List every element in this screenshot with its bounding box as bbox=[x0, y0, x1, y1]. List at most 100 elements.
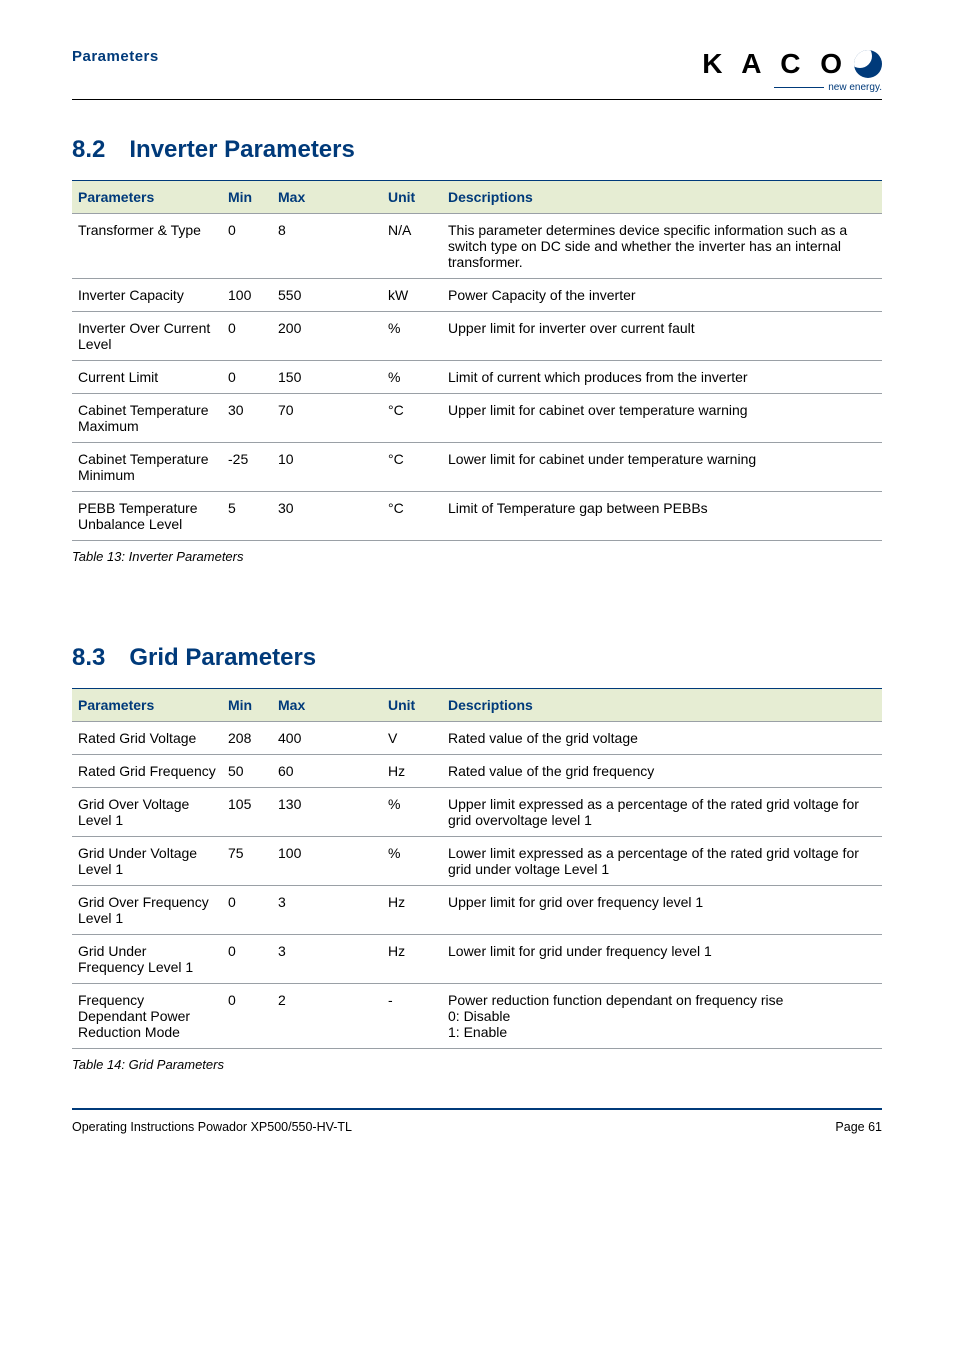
table-cell: °C bbox=[382, 492, 442, 541]
table-cell: This parameter determines device specifi… bbox=[442, 214, 882, 279]
table-cell: Inverter Over Current Level bbox=[72, 312, 222, 361]
table-cell: 550 bbox=[272, 279, 382, 312]
table-caption: Table 13: Inverter Parameters bbox=[72, 549, 882, 564]
grid-table-body: Rated Grid Voltage208400VRated value of … bbox=[72, 722, 882, 1049]
table-cell: Grid Over Voltage Level 1 bbox=[72, 788, 222, 837]
table-cell: Upper limit for grid over frequency leve… bbox=[442, 886, 882, 935]
section-title-text: Grid Parameters bbox=[129, 644, 316, 671]
table-cell: PEBB Temperature Unbalance Level bbox=[72, 492, 222, 541]
col-header: Descriptions bbox=[442, 689, 882, 722]
table-cell: Limit of current which produces from the… bbox=[442, 361, 882, 394]
inverter-parameters-table: Parameters Min Max Unit Descriptions Tra… bbox=[72, 180, 882, 541]
table-row: Transformer & Type08N/AThis parameter de… bbox=[72, 214, 882, 279]
table-row: Frequency Dependant Power Reduction Mode… bbox=[72, 984, 882, 1049]
table-cell: Upper limit for inverter over current fa… bbox=[442, 312, 882, 361]
table-cell: kW bbox=[382, 279, 442, 312]
table-cell: V bbox=[382, 722, 442, 755]
col-header: Unit bbox=[382, 181, 442, 214]
table-cell: Power Capacity of the inverter bbox=[442, 279, 882, 312]
table-cell: Hz bbox=[382, 755, 442, 788]
logo-tagline: new energy. bbox=[828, 82, 882, 93]
footer-page-number: Page 61 bbox=[835, 1120, 882, 1134]
table-row: PEBB Temperature Unbalance Level530°CLim… bbox=[72, 492, 882, 541]
col-header: Max bbox=[272, 689, 382, 722]
table-cell: 0 bbox=[222, 312, 272, 361]
table-cell: 0 bbox=[222, 935, 272, 984]
section-heading-inverter: 8.2 Inverter Parameters bbox=[72, 136, 882, 164]
logo-tagline-row: new energy. bbox=[774, 82, 882, 93]
table-cell: % bbox=[382, 312, 442, 361]
table-cell: °C bbox=[382, 394, 442, 443]
table-row: Current Limit0150%Limit of current which… bbox=[72, 361, 882, 394]
table-cell: 0 bbox=[222, 214, 272, 279]
table-cell: 70 bbox=[272, 394, 382, 443]
table-row: Inverter Over Current Level0200%Upper li… bbox=[72, 312, 882, 361]
table-cell: 100 bbox=[272, 837, 382, 886]
table-cell: Limit of Temperature gap between PEBBs bbox=[442, 492, 882, 541]
table-cell: % bbox=[382, 788, 442, 837]
col-header: Max bbox=[272, 181, 382, 214]
col-header: Descriptions bbox=[442, 181, 882, 214]
table-cell: Rated value of the grid frequency bbox=[442, 755, 882, 788]
table-header-row: Parameters Min Max Unit Descriptions bbox=[72, 689, 882, 722]
table-cell: Current Limit bbox=[72, 361, 222, 394]
table-cell: Inverter Capacity bbox=[72, 279, 222, 312]
table-cell: 5 bbox=[222, 492, 272, 541]
table-cell: 0 bbox=[222, 361, 272, 394]
table-cell: % bbox=[382, 361, 442, 394]
table-cell: Upper limit expressed as a percentage of… bbox=[442, 788, 882, 837]
table-cell: 50 bbox=[222, 755, 272, 788]
table-cell: 75 bbox=[222, 837, 272, 886]
logo-top-row: K A C O bbox=[702, 48, 882, 80]
logo-line-icon bbox=[774, 87, 824, 88]
table-cell: 0 bbox=[222, 984, 272, 1049]
logo-swoosh-icon bbox=[854, 50, 882, 78]
table-cell: Grid Over Frequency Level 1 bbox=[72, 886, 222, 935]
grid-parameters-table: Parameters Min Max Unit Descriptions Rat… bbox=[72, 688, 882, 1049]
table-header-row: Parameters Min Max Unit Descriptions bbox=[72, 181, 882, 214]
table-cell: Cabinet Temperature Minimum bbox=[72, 443, 222, 492]
table-cell: 400 bbox=[272, 722, 382, 755]
table-cell: Grid Under Voltage Level 1 bbox=[72, 837, 222, 886]
table-cell: 208 bbox=[222, 722, 272, 755]
logo-text: K A C O bbox=[702, 48, 848, 80]
table-cell: 30 bbox=[272, 492, 382, 541]
col-header: Parameters bbox=[72, 181, 222, 214]
table-cell: % bbox=[382, 837, 442, 886]
table-cell: -25 bbox=[222, 443, 272, 492]
col-header: Unit bbox=[382, 689, 442, 722]
table-cell: - bbox=[382, 984, 442, 1049]
table-cell: Hz bbox=[382, 935, 442, 984]
table-cell: Rated value of the grid voltage bbox=[442, 722, 882, 755]
table-cell: Cabinet Temperature Maximum bbox=[72, 394, 222, 443]
table-row: Inverter Capacity100550kWPower Capacity … bbox=[72, 279, 882, 312]
brand-logo: K A C O new energy. bbox=[702, 48, 882, 93]
table-cell: 0 bbox=[222, 886, 272, 935]
table-cell: Power reduction function dependant on fr… bbox=[442, 984, 882, 1049]
table-cell: 105 bbox=[222, 788, 272, 837]
col-header: Parameters bbox=[72, 689, 222, 722]
table-cell: Transformer & Type bbox=[72, 214, 222, 279]
table-cell: 100 bbox=[222, 279, 272, 312]
table-cell: 200 bbox=[272, 312, 382, 361]
table-row: Cabinet Temperature Maximum3070°CUpper l… bbox=[72, 394, 882, 443]
section-number: 8.2 bbox=[72, 136, 105, 163]
footer-doc-title: Operating Instructions Powador XP500/550… bbox=[72, 1120, 352, 1134]
table-cell: 8 bbox=[272, 214, 382, 279]
table-row: Cabinet Temperature Minimum-2510°CLower … bbox=[72, 443, 882, 492]
table-cell: Lower limit for grid under frequency lev… bbox=[442, 935, 882, 984]
table-cell: 10 bbox=[272, 443, 382, 492]
table-cell: 130 bbox=[272, 788, 382, 837]
table-cell: Lower limit for cabinet under temperatur… bbox=[442, 443, 882, 492]
table-cell: Hz bbox=[382, 886, 442, 935]
table-row: Grid Under Frequency Level 103HzLower li… bbox=[72, 935, 882, 984]
table-cell: 2 bbox=[272, 984, 382, 1049]
table-cell: Grid Under Frequency Level 1 bbox=[72, 935, 222, 984]
table-row: Grid Over Voltage Level 1105130%Upper li… bbox=[72, 788, 882, 837]
inverter-table-body: Transformer & Type08N/AThis parameter de… bbox=[72, 214, 882, 541]
table-cell: °C bbox=[382, 443, 442, 492]
table-cell: 3 bbox=[272, 886, 382, 935]
table-row: Grid Under Voltage Level 175100%Lower li… bbox=[72, 837, 882, 886]
table-cell: Lower limit expressed as a percentage of… bbox=[442, 837, 882, 886]
section-title-text: Inverter Parameters bbox=[129, 136, 354, 163]
